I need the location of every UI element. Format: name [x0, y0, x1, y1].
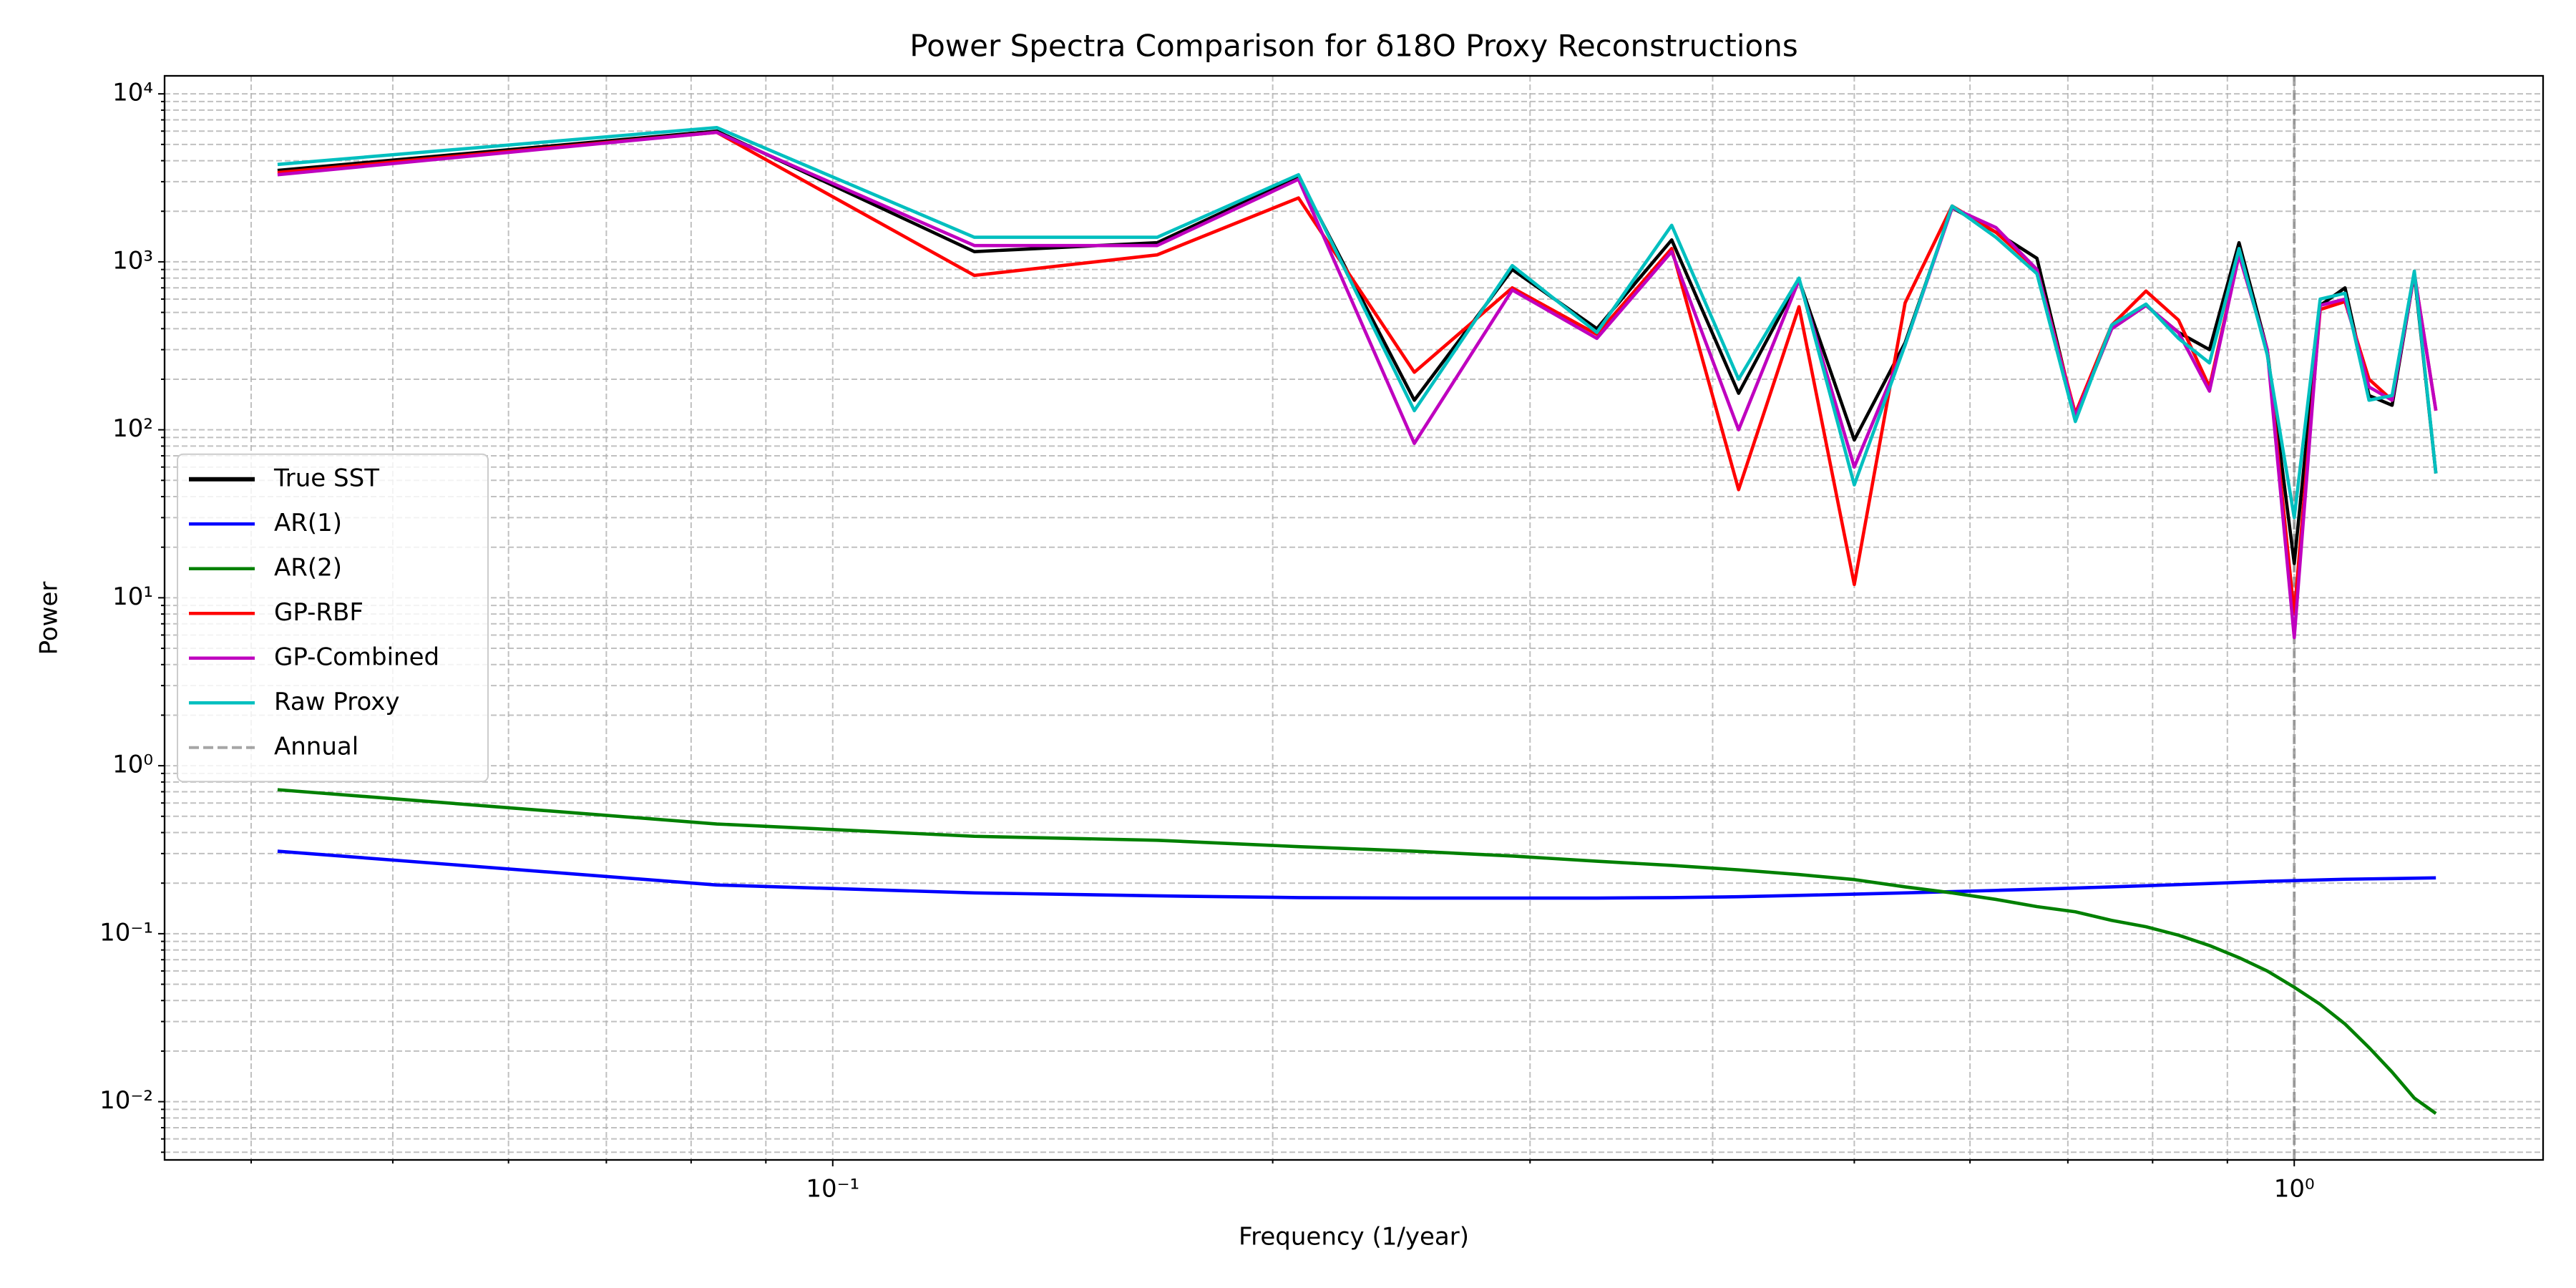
y-tick-label: 10⁴ — [112, 79, 153, 107]
legend-box — [177, 453, 489, 783]
legend-label: Annual — [274, 732, 358, 761]
series-line — [277, 130, 2438, 640]
y-tick-label: 10³ — [112, 246, 153, 275]
plot-area — [277, 76, 2438, 1160]
y-tick-label: 10⁻² — [99, 1086, 153, 1115]
y-tick-label: 10⁻¹ — [99, 918, 153, 947]
legend-label: GP-Combined — [274, 643, 439, 671]
y-tick-label: 10⁰ — [112, 751, 153, 779]
legend-label: AR(2) — [274, 553, 342, 582]
y-tick-label: 10¹ — [112, 582, 153, 611]
chart-title: Power Spectra Comparison for δ18O Proxy … — [909, 29, 1797, 64]
x-tick-label: 10⁻¹ — [806, 1175, 859, 1204]
series-line — [277, 125, 2438, 519]
series-line — [277, 849, 2436, 900]
legend-label: Raw Proxy — [274, 688, 399, 716]
series-line — [277, 129, 2438, 565]
series-line — [277, 788, 2437, 1116]
y-axis-label: Power — [35, 582, 64, 655]
legend-label: True SST — [273, 464, 379, 492]
legend-label: AR(1) — [274, 509, 342, 537]
x-tick-label: 10⁰ — [2274, 1175, 2315, 1204]
x-axis-label: Frequency (1/year) — [1239, 1223, 1469, 1252]
legend-label: GP-RBF — [274, 598, 364, 627]
plot-frame — [163, 74, 2545, 1161]
y-tick-label: 10² — [112, 414, 153, 443]
